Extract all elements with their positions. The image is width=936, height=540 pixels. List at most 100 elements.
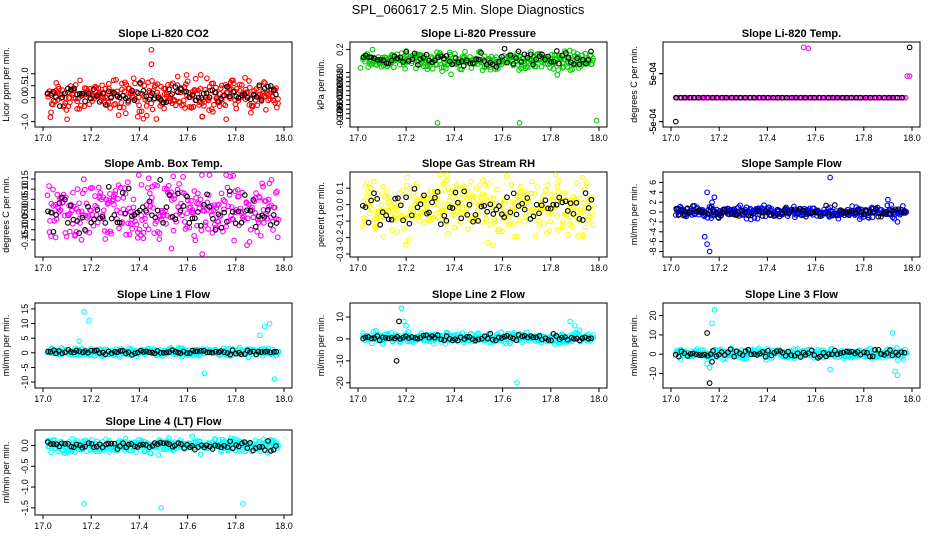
data-point (146, 198, 153, 205)
data-point (74, 218, 81, 224)
x-tick-label: 17.4 (131, 133, 149, 143)
data-point (175, 349, 181, 356)
data-point (137, 207, 143, 214)
x-tick-label: 17.2 (710, 263, 728, 273)
data-point (220, 197, 227, 203)
data-point (169, 80, 176, 87)
data-point (768, 354, 775, 361)
data-point (807, 94, 814, 101)
data-point (215, 211, 222, 218)
data-point (193, 195, 199, 201)
data-point (134, 113, 141, 120)
data-point (189, 207, 196, 213)
data-point (256, 213, 262, 220)
x-tick-label: 18.0 (903, 394, 921, 404)
data-point (88, 95, 94, 102)
data-point (400, 187, 406, 194)
data-point (756, 208, 763, 215)
data-point (406, 220, 413, 227)
data-point (567, 200, 574, 207)
data-point (252, 97, 259, 103)
data-point (230, 77, 236, 84)
data-point (380, 183, 386, 190)
outlier-point (396, 318, 402, 325)
data-point (247, 207, 254, 214)
data-point (206, 349, 213, 356)
data-point (420, 332, 427, 339)
data-point (174, 73, 181, 80)
data-point (152, 214, 159, 221)
data-point (493, 186, 500, 193)
data-point (434, 200, 441, 207)
data-point (254, 102, 261, 109)
panel-1: Slope Li-820 CO2 Licor ppm per min. 17.0 17… (1, 28, 293, 143)
data-point (53, 94, 59, 100)
data-point (577, 209, 584, 216)
data-point (687, 94, 693, 101)
outlier-point (894, 372, 901, 379)
data-point (143, 348, 150, 355)
data-point (693, 351, 700, 358)
data-point (195, 209, 201, 215)
y-tick-label: 5e-04 (648, 62, 658, 85)
data-point (511, 221, 517, 227)
figure-title: SPL_060617 2.5 Min. Slope Diagnostics (352, 2, 585, 17)
data-point (64, 220, 71, 226)
y-tick-label: 0.0 (20, 439, 30, 452)
data-point (88, 219, 95, 226)
data-point (96, 350, 103, 356)
y-tick-label: -10 (648, 367, 658, 380)
data-point (112, 187, 119, 194)
data-point (140, 441, 146, 448)
data-point (244, 207, 250, 214)
data-point (745, 346, 752, 353)
data-point (389, 227, 395, 234)
data-point (875, 213, 882, 220)
data-point (82, 98, 88, 105)
y-tick-label: 1.0 (20, 67, 30, 80)
data-point (556, 177, 562, 184)
data-point (209, 446, 216, 452)
data-point (546, 228, 553, 234)
data-point (186, 220, 193, 226)
y-tick-label: 6 (648, 180, 658, 185)
data-point (861, 349, 867, 356)
data-point (550, 201, 557, 208)
data-point (779, 349, 786, 356)
outlier-point (64, 116, 70, 123)
data-point (122, 110, 129, 117)
data-point (493, 64, 500, 70)
data-point (169, 91, 175, 97)
outlier-point (76, 338, 82, 344)
data-point (160, 85, 167, 92)
data-point (411, 185, 418, 192)
data-point (547, 205, 554, 212)
x-tick-label: 17.8 (227, 394, 245, 404)
data-point (130, 196, 137, 203)
outlier-point (567, 318, 573, 325)
plot-frame (349, 302, 608, 389)
data-point (273, 443, 279, 449)
data-point (72, 449, 78, 455)
data-point (898, 209, 905, 216)
y-axis-label: ml/min per min. (316, 315, 326, 377)
data-point (510, 190, 517, 197)
data-point (698, 208, 705, 215)
y-tick-label: -0.10 (20, 219, 30, 240)
data-point (902, 94, 909, 101)
series-1 (360, 172, 596, 248)
data-point (201, 208, 208, 214)
data-point (122, 210, 129, 217)
data-point (560, 223, 567, 230)
data-point (533, 56, 539, 63)
data-point (117, 348, 124, 354)
data-point (519, 339, 525, 345)
data-point (212, 442, 219, 449)
data-point (231, 237, 237, 244)
data-point (163, 349, 170, 356)
data-point (79, 444, 86, 451)
x-tick-label: 17.6 (807, 263, 825, 273)
data-point (445, 230, 451, 237)
data-point (221, 206, 227, 213)
data-point (380, 334, 386, 341)
